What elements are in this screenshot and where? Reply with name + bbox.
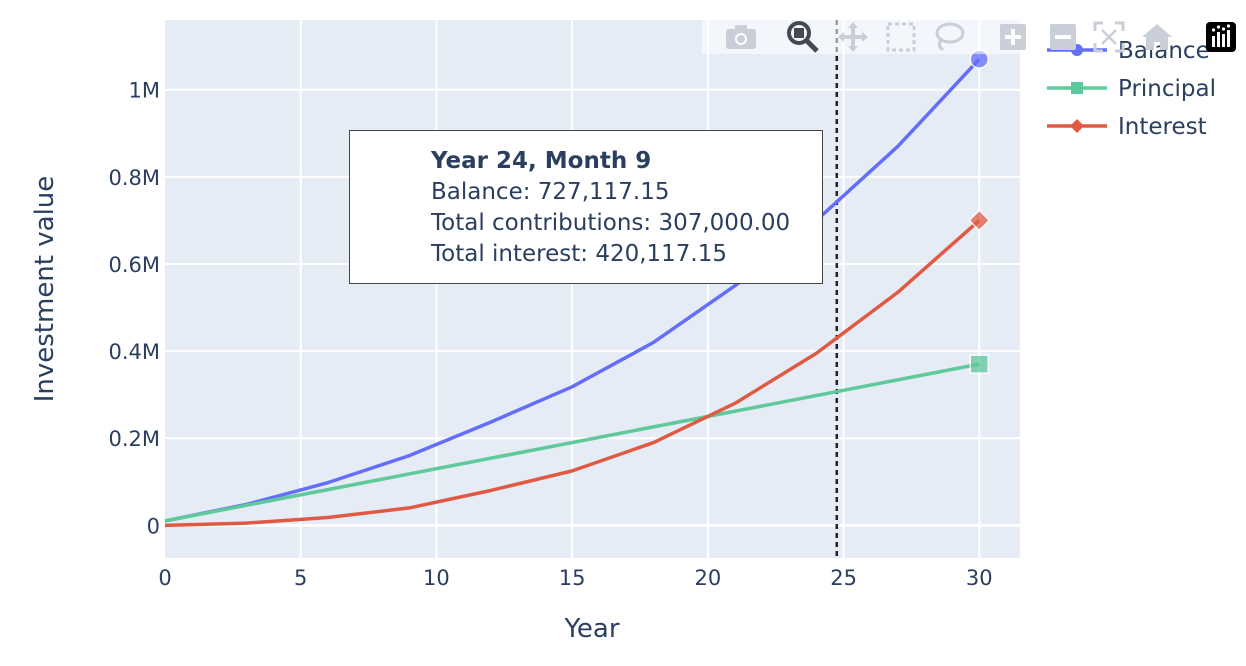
series-layer bbox=[164, 49, 991, 528]
lasso-icon[interactable] bbox=[932, 20, 966, 54]
y-axis-title: Investment value bbox=[30, 176, 60, 403]
y-tick-label: 0.4M bbox=[108, 340, 160, 364]
legend-marker bbox=[1070, 119, 1084, 133]
x-tick-label: 20 bbox=[694, 566, 721, 590]
box-select-icon[interactable] bbox=[884, 20, 918, 54]
zoom-in-icon[interactable] bbox=[996, 20, 1030, 54]
y-tick-label: 0.6M bbox=[108, 253, 160, 277]
series-line-interest bbox=[164, 219, 981, 528]
modebar-background bbox=[702, 16, 1032, 54]
tooltip-contributions: Total contributions: 307,000.00 bbox=[431, 210, 791, 236]
legend-label: Interest bbox=[1118, 114, 1207, 140]
x-tick-label: 5 bbox=[294, 566, 307, 590]
series-line-principal bbox=[164, 362, 980, 523]
autoscale-icon[interactable] bbox=[1092, 20, 1126, 54]
zoom-icon[interactable] bbox=[786, 20, 820, 54]
hover-tooltip: Year 24, Month 9 Balance: 727,117.15 Tot… bbox=[349, 130, 823, 284]
camera-icon[interactable] bbox=[724, 20, 758, 54]
grid bbox=[165, 20, 1020, 558]
series-marker-principal bbox=[969, 354, 990, 374]
legend-marker bbox=[1071, 82, 1083, 94]
x-tick-label: 25 bbox=[830, 566, 857, 590]
tooltip-title: Year 24, Month 9 bbox=[431, 148, 652, 174]
tooltip-balance: Balance: 727,117.15 bbox=[431, 179, 670, 205]
y-tick-label: 0.2M bbox=[108, 427, 160, 451]
pan-icon[interactable] bbox=[836, 20, 870, 54]
plot-background bbox=[165, 20, 1020, 558]
x-tick-label: 30 bbox=[966, 566, 993, 590]
series-marker-interest bbox=[968, 209, 991, 232]
modebar bbox=[702, 16, 1246, 54]
plotly-logo-icon[interactable] bbox=[1204, 20, 1238, 54]
legend-item-principal[interactable]: Principal bbox=[1047, 76, 1216, 102]
y-tick-label: 0.8M bbox=[108, 166, 160, 190]
reset-axes-icon[interactable] bbox=[1140, 20, 1174, 54]
tooltip-interest: Total interest: 420,117.15 bbox=[431, 241, 728, 267]
x-tick-label: 10 bbox=[423, 566, 450, 590]
series-line-balance bbox=[164, 58, 981, 523]
zoom-out-icon[interactable] bbox=[1046, 20, 1080, 54]
y-tick-label: 0 bbox=[147, 514, 160, 538]
x-tick-label: 0 bbox=[158, 566, 171, 590]
legend-label: Principal bbox=[1118, 76, 1216, 102]
x-tick-labels: 0 5 10 15 20 25 30 bbox=[158, 566, 992, 590]
y-tick-label: 1M bbox=[129, 79, 160, 103]
legend-item-interest[interactable]: Interest bbox=[1047, 114, 1207, 140]
x-tick-label: 15 bbox=[559, 566, 586, 590]
x-axis-title: Year bbox=[563, 614, 619, 644]
y-tick-labels: 0 0.2M 0.4M 0.6M 0.8M 1M bbox=[108, 79, 160, 539]
